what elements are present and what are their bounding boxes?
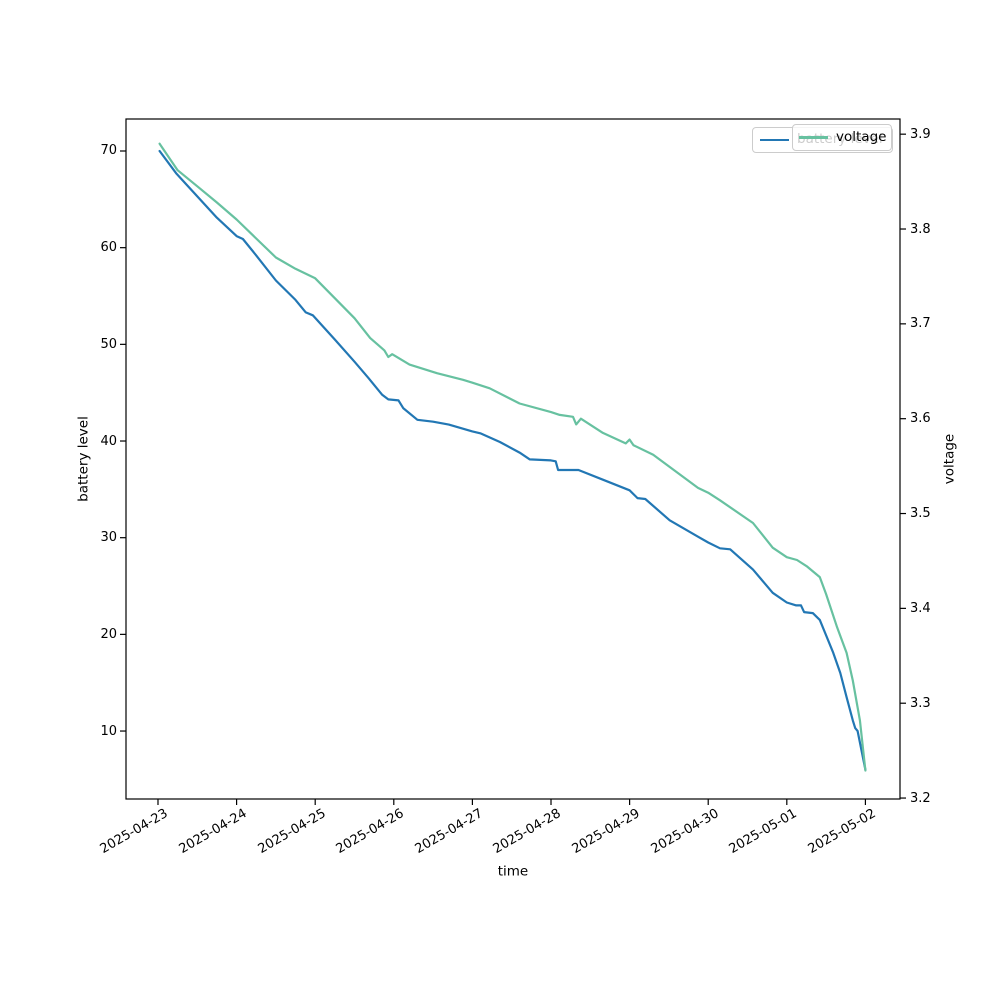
y-left-tick-label: 10 [100, 723, 117, 739]
axes-spines [125, 118, 901, 800]
y-right-tick-label: 3.4 [910, 600, 931, 616]
legend-voltage-label: voltage [836, 128, 887, 145]
y-right-tick-label: 3.7 [910, 316, 931, 332]
y-axis-left-label: battery level [75, 416, 92, 502]
y-axis-right-label: voltage [941, 433, 958, 485]
voltage-line-sample [799, 136, 828, 139]
y-left-tick-label: 30 [100, 530, 117, 546]
y-right-tick-label: 3.9 [910, 126, 931, 142]
y-right-tick-label: 3.8 [910, 221, 931, 237]
y-right-tick-label: 3.3 [910, 695, 931, 711]
battery-level-line [158, 149, 867, 771]
y-right-tick-label: 3.5 [910, 506, 931, 522]
y-left-tick-label: 70 [100, 143, 117, 159]
y-left-tick-label: 40 [100, 433, 117, 449]
voltage-line [158, 142, 867, 772]
y-right-tick-label: 3.2 [910, 790, 931, 806]
y-left-tick-label: 50 [100, 336, 117, 352]
y-right-tick-label: 3.6 [910, 411, 931, 427]
legend-voltage: voltage [792, 124, 892, 151]
battery-level-line-sample [760, 138, 789, 142]
y-left-tick-label: 60 [100, 240, 117, 256]
y-left-tick-label: 20 [100, 626, 117, 642]
x-axis-label: time [497, 863, 529, 880]
